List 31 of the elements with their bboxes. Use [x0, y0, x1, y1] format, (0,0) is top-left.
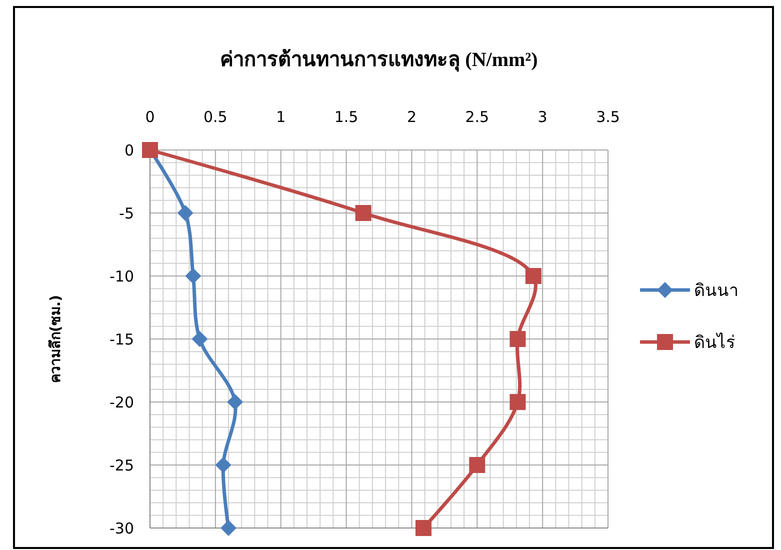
point [510, 394, 526, 410]
y-tick-label: 0 [124, 141, 134, 160]
x-tick-label: 2.5 [465, 108, 490, 126]
point [215, 457, 232, 473]
point [185, 268, 202, 284]
point [220, 520, 237, 536]
x-tick-label: 1.5 [334, 108, 358, 126]
x-tick-label: 3.5 [596, 108, 620, 126]
x-tick-label: 2 [406, 108, 416, 126]
point [525, 268, 542, 284]
point [469, 457, 486, 473]
y-axis-title: ความลึก(ซม.) [47, 294, 64, 384]
point [510, 331, 526, 347]
point [227, 394, 244, 410]
legend-label: ดินนา [694, 280, 739, 301]
legend-label: ดินไร่ [694, 332, 735, 353]
point [415, 520, 432, 536]
x-tick-label: 1 [276, 108, 286, 126]
y-tick-label: -30 [110, 519, 134, 538]
y-tick-label: -10 [110, 267, 134, 286]
y-tick-label: -5 [119, 204, 134, 222]
point [192, 331, 208, 347]
point [177, 205, 194, 221]
y-tick-label: -25 [110, 456, 134, 474]
x-tick-label: 0 [145, 108, 155, 126]
y-tick-label: -15 [110, 330, 134, 348]
point [355, 205, 372, 221]
y-tick-label: -20 [110, 393, 134, 412]
x-tick-label: 0.5 [204, 108, 228, 126]
chart-title: ค่าการต้านทานการแทงทะลุ (N/mm²) [220, 48, 538, 72]
x-tick-label: 3 [538, 108, 548, 126]
